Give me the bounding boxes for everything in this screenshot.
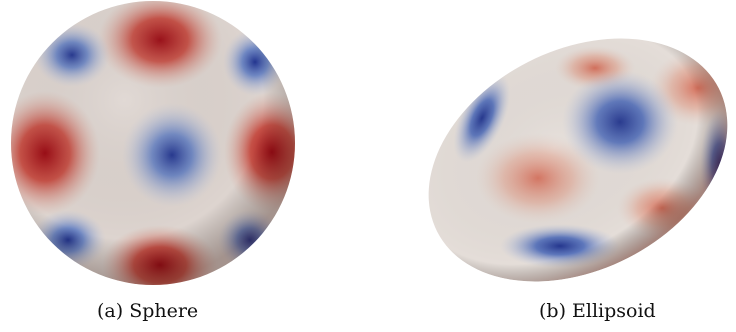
sphere-panel: (a) Sphere: [0, 0, 310, 332]
ellipsoid-caption: (b) Ellipsoid: [539, 300, 656, 322]
ellipsoid-render: [420, 0, 736, 330]
sphere-caption: (a) Sphere: [97, 300, 199, 322]
ellipsoid-panel: (b) Ellipsoid: [420, 0, 736, 332]
sphere-render: [11, 1, 295, 285]
